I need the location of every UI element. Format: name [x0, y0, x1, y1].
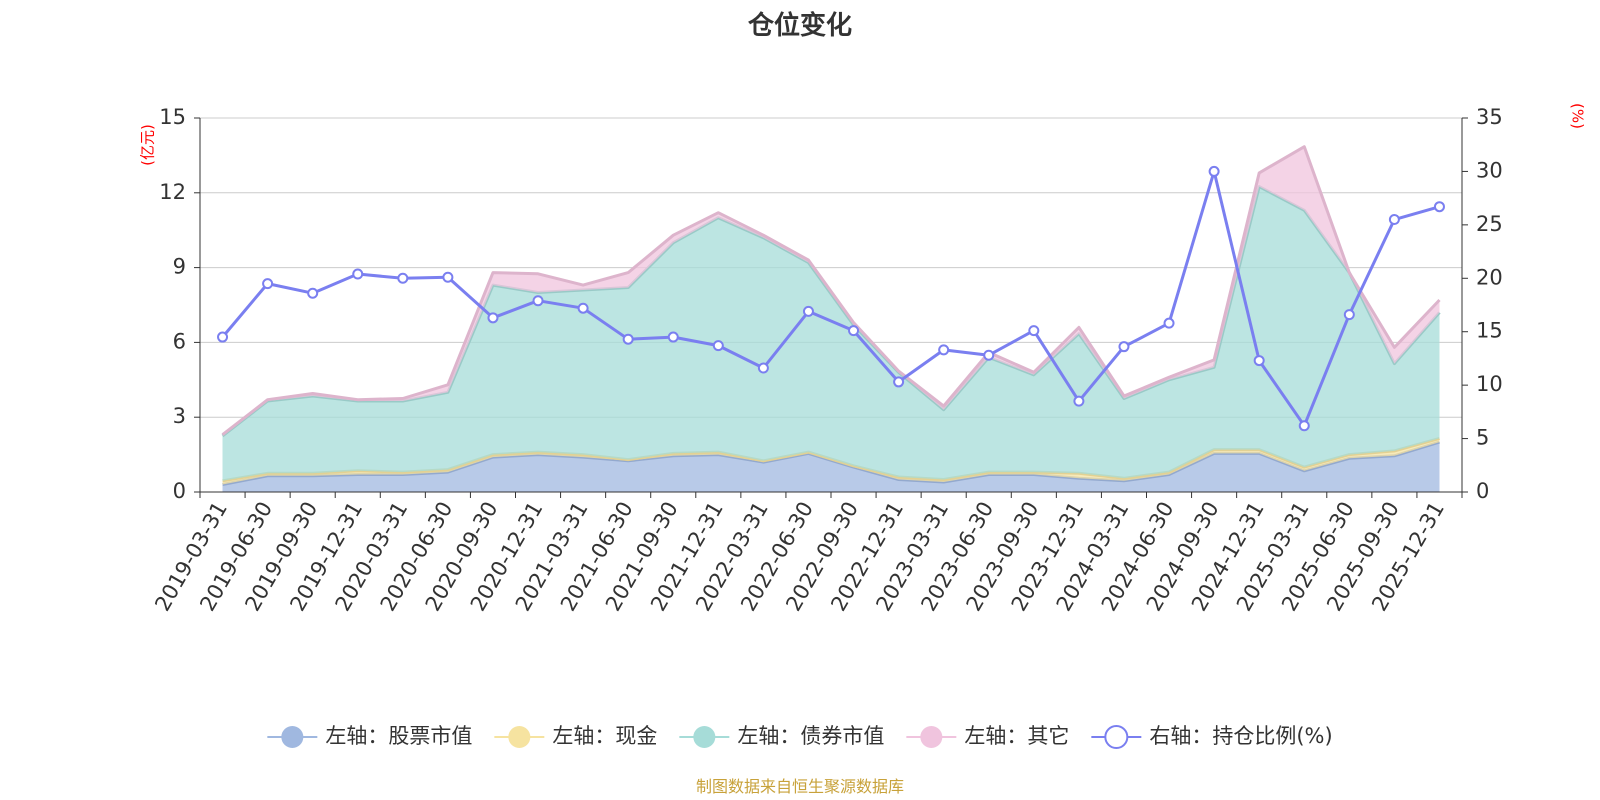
- ratio-point-2025-09-30: [1388, 214, 1400, 226]
- right-axis-tick-label: 15: [1476, 319, 1503, 343]
- ratio-point-2025-12-31: [1433, 201, 1445, 213]
- chart-title: 仓位变化: [747, 10, 852, 41]
- ratio-point-2022-03-31: [757, 362, 769, 374]
- legend-label: 左轴：债券市值: [737, 724, 884, 748]
- ratio-point-2024-12-31: [1253, 355, 1265, 367]
- legend-item: 左轴：其它: [906, 724, 1069, 748]
- right-axis-tick-label: 30: [1476, 158, 1503, 182]
- ratio-point-2019-03-31: [217, 331, 229, 343]
- ratio-point-2022-06-30: [802, 305, 814, 317]
- legend-item: 右轴：持仓比例(%): [1091, 724, 1333, 749]
- right-axis-tick-label: 20: [1476, 265, 1503, 289]
- ratio-point-2019-12-31: [352, 268, 364, 280]
- ratio-point-2020-12-31: [532, 295, 544, 307]
- ratio-point-2025-03-31: [1298, 420, 1310, 432]
- ratio-point-2024-03-31: [1118, 341, 1130, 353]
- right-axis-unit: (%): [1569, 103, 1587, 129]
- ratio-point-2020-06-30: [442, 271, 454, 283]
- legend-swatch-dot: [281, 726, 304, 748]
- legend-item: 左轴：债券市值: [679, 724, 884, 748]
- right-axis-tick-label: 10: [1476, 372, 1503, 396]
- ratio-point-2023-09-30: [1028, 325, 1040, 337]
- ratio-point-2019-09-30: [307, 287, 319, 299]
- ratio-point-2019-06-30: [262, 278, 274, 290]
- ratio-point-2023-03-31: [938, 344, 950, 356]
- legend-label: 左轴：股票市值: [325, 724, 472, 748]
- legend-label: 左轴：其它: [964, 724, 1069, 748]
- legend-item: 左轴：股票市值: [267, 724, 472, 748]
- ratio-line: [217, 165, 1445, 432]
- ratio-point-2022-12-31: [893, 376, 905, 388]
- stacked-areas: [221, 145, 1441, 492]
- ratio-point-2020-09-30: [487, 312, 499, 324]
- area-左轴：债券市值: [222, 186, 1440, 481]
- legend-label: 左轴：现金: [552, 724, 657, 748]
- left-axis-tick-label: 0: [173, 479, 186, 503]
- legend-swatch-dot: [693, 726, 716, 748]
- right-axis-tick-label: 35: [1476, 105, 1503, 129]
- ratio-point-2021-06-30: [622, 333, 634, 345]
- ratio-point-2023-06-30: [983, 349, 995, 361]
- ratio-line-path: [221, 169, 1440, 428]
- left-axis-unit: (亿元): [139, 124, 157, 166]
- right-axis-tick-label: 0: [1476, 479, 1489, 503]
- legend-swatch-dot: [508, 726, 531, 748]
- area-左轴：现金: [222, 438, 1440, 485]
- ratio-point-2024-06-30: [1163, 317, 1175, 329]
- left-axis-tick-label: 6: [173, 329, 186, 353]
- legend-swatch-dot: [920, 726, 943, 748]
- left-axis-tick-label: 3: [173, 404, 186, 428]
- left-axis-tick-label: 9: [173, 255, 186, 279]
- data-source-note: 制图数据来自恒生聚源数据库: [696, 777, 904, 796]
- ratio-point-2020-03-31: [397, 272, 409, 284]
- left-axis-tick-label: 12: [159, 180, 186, 204]
- legend-swatch-dot: [1104, 725, 1129, 749]
- right-axis-tick-label: 25: [1476, 212, 1503, 236]
- ratio-point-2022-09-30: [848, 325, 860, 337]
- ratio-point-2021-03-31: [577, 302, 589, 314]
- ratio-point-2025-06-30: [1343, 309, 1355, 321]
- legend-label: 右轴：持仓比例(%): [1149, 724, 1332, 748]
- ratio-point-2024-09-30: [1208, 165, 1220, 177]
- ratio-point-2021-12-31: [712, 340, 724, 352]
- left-axis-tick-label: 15: [159, 105, 186, 129]
- legend-item: 左轴：现金: [494, 724, 657, 748]
- ratio-point-2021-09-30: [667, 331, 679, 343]
- right-axis-tick-label: 5: [1476, 426, 1489, 450]
- legend: 左轴：股票市值 左轴：现金 左轴：债券市值 左轴：其它 右轴：持仓比例(%): [267, 724, 1333, 749]
- ratio-point-2023-12-31: [1073, 395, 1085, 407]
